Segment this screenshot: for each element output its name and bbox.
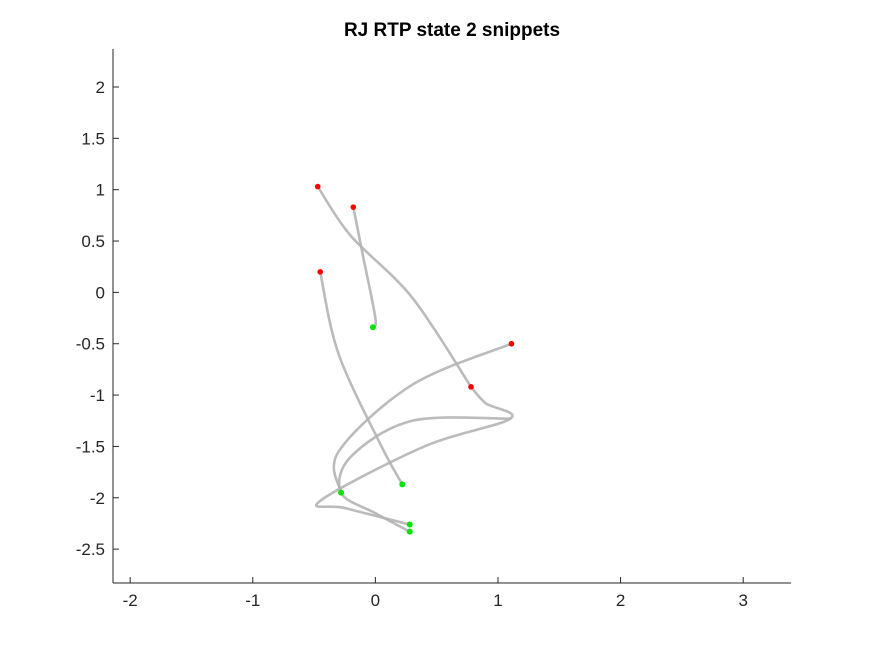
trajectory-line — [316, 185, 473, 389]
start-point — [350, 204, 357, 210]
x-tick-label: 3 — [738, 591, 747, 610]
x-tick-label: -1 — [245, 591, 260, 610]
x-tick-label: -2 — [123, 591, 138, 610]
end-point — [369, 324, 376, 331]
start-point — [314, 183, 321, 190]
y-tick-label: 1 — [96, 181, 105, 200]
y-tick-label: 2 — [96, 78, 105, 97]
y-tick-label: -1 — [90, 386, 105, 405]
y-tick-label: 1.5 — [81, 129, 105, 148]
trajectory-line — [318, 270, 404, 486]
axes: -2 -1 0 1 2 3 2 1.5 1 0.5 0 -0.5 -1 -1.5 -2 -2.5 — [76, 49, 791, 610]
start-point — [317, 269, 324, 275]
trajectory-markers — [314, 183, 515, 535]
start-point — [468, 384, 474, 390]
y-tick-label: -0.5 — [76, 335, 105, 354]
y-tick-label: 0 — [96, 283, 105, 302]
end-point — [406, 528, 413, 535]
start-point — [508, 340, 515, 347]
trajectory-line — [315, 385, 514, 526]
y-tick-label: -2 — [90, 489, 105, 508]
y-tick-label: -2.5 — [76, 540, 105, 559]
y-tick-label: 0.5 — [81, 232, 105, 251]
x-tick-label: 0 — [371, 591, 380, 610]
trajectory-line — [337, 416, 512, 533]
chart-title: RJ RTP state 2 snippets — [343, 20, 561, 41]
x-tick-label: 2 — [616, 591, 625, 610]
end-point — [338, 489, 345, 496]
end-point — [399, 481, 406, 488]
x-tick-label: 1 — [493, 591, 502, 610]
trajectory-line — [332, 342, 513, 494]
y-tick-label: -1.5 — [76, 437, 105, 456]
trajectory-line — [352, 205, 378, 329]
trajectory-lines — [315, 185, 514, 533]
end-point — [406, 521, 413, 528]
